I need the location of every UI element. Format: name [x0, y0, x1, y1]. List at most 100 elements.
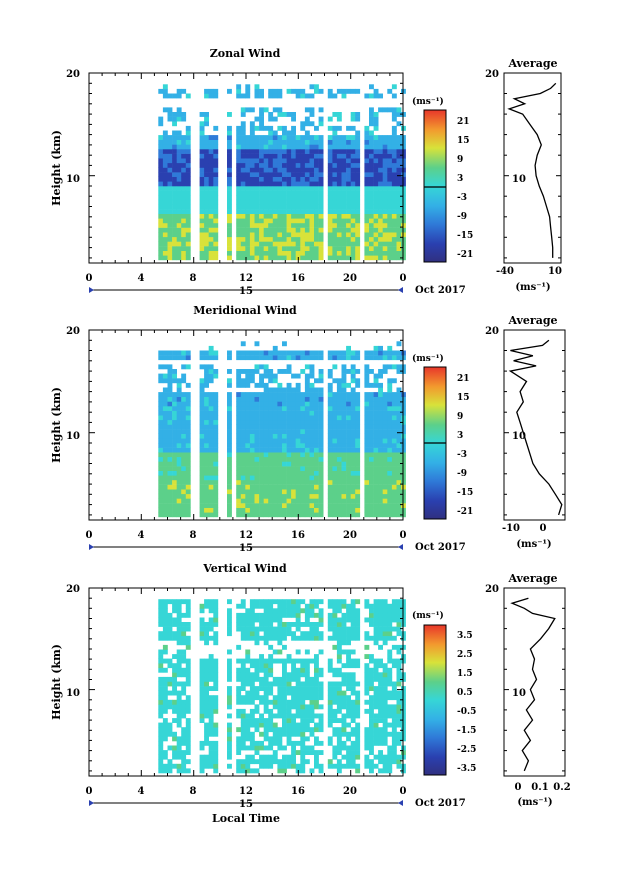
heatmap-cell — [167, 410, 173, 416]
heatmap-cell — [254, 190, 260, 196]
heatmap-cell — [227, 158, 232, 164]
heatmap-cell — [286, 447, 292, 453]
heatmap-cell — [369, 676, 374, 682]
heatmap-cell — [162, 153, 168, 159]
heatmap-cell — [341, 672, 347, 678]
heatmap-cell — [336, 419, 342, 425]
heatmap-cell — [254, 424, 260, 430]
heatmap-cell — [341, 181, 347, 187]
heatmap-cell — [332, 167, 338, 173]
heatmap-cell — [277, 218, 283, 224]
heatmap-cell — [350, 176, 356, 182]
heatmap-cell — [254, 658, 260, 664]
heatmap-cell — [208, 373, 214, 379]
heatmap-cell — [318, 236, 324, 242]
heatmap-cell — [332, 144, 338, 150]
heatmap-cell — [341, 153, 347, 159]
heatmap-cell — [286, 88, 292, 94]
heatmap-cell — [369, 176, 374, 182]
heatmap-cell — [378, 617, 383, 623]
heatmap-cell — [286, 364, 292, 370]
heatmap-cell — [300, 713, 306, 719]
heatmap-cell — [364, 617, 370, 623]
heatmap-cell — [245, 392, 251, 397]
heatmap-cell — [350, 763, 356, 769]
heatmap-cell — [176, 681, 182, 687]
heatmap-cell — [162, 503, 168, 508]
heatmap-cell — [369, 195, 374, 201]
heatmap-cell — [272, 433, 278, 439]
heatmap-cell — [204, 121, 209, 127]
heatmap-cell — [295, 622, 301, 627]
heatmap-cell — [199, 676, 205, 682]
heatmap-cell — [249, 745, 255, 751]
heatmap-cell — [327, 447, 333, 453]
heatmap-cell — [158, 135, 164, 140]
heatmap-cell — [391, 153, 397, 159]
heatmap-cell — [373, 350, 379, 356]
heatmap-cell — [176, 350, 182, 356]
heatmap-cell — [158, 754, 164, 760]
heatmap-cell — [314, 250, 319, 256]
heatmap-cell — [172, 153, 177, 159]
heatmap-cell — [158, 452, 164, 458]
heatmap-cell — [254, 250, 260, 256]
heatmap-cell — [286, 149, 292, 154]
heatmap-cell — [355, 681, 361, 687]
heatmap-cell — [204, 199, 209, 205]
heatmap-cell — [199, 396, 205, 402]
heatmap-cell — [172, 493, 177, 499]
heatmap-cell — [391, 355, 397, 361]
heatmap-cell — [277, 195, 283, 201]
heatmap-cell — [336, 631, 342, 637]
heatmap-cell — [355, 199, 361, 205]
heatmap-cell — [282, 599, 287, 605]
heatmap-cell — [227, 672, 232, 678]
heatmap-cell — [341, 135, 347, 140]
heatmap-cell — [378, 392, 383, 397]
heatmap-cell — [208, 396, 214, 402]
heatmap-cell — [199, 172, 205, 177]
heatmap-cell — [199, 713, 205, 719]
heatmap-cell — [382, 667, 388, 673]
heatmap-cell — [272, 209, 278, 214]
heatmap-cell — [245, 466, 251, 471]
heatmap-cell — [350, 635, 356, 641]
heatmap-cell — [309, 190, 315, 196]
heatmap-cell — [350, 713, 356, 719]
heatmap-cell — [176, 406, 182, 411]
heatmap-cell — [300, 750, 306, 755]
heatmap-cell — [162, 195, 168, 201]
heatmap-cell — [259, 498, 264, 504]
heatmap-cell — [158, 227, 164, 233]
heatmap-cell — [346, 493, 351, 499]
heatmap-cell — [314, 149, 319, 154]
heatmap-cell — [158, 246, 164, 251]
heatmap-cell — [181, 447, 187, 453]
heatmap-cell — [336, 227, 342, 233]
heatmap-cell — [391, 190, 397, 196]
heatmap-cell — [286, 470, 292, 476]
heatmap-cell — [254, 176, 260, 182]
heatmap-cell — [181, 373, 187, 379]
heatmap-cell — [204, 419, 209, 425]
heatmap-cell — [204, 93, 209, 99]
heatmap-cell — [336, 740, 342, 746]
heatmap-cell — [282, 498, 287, 504]
heatmap-cell — [176, 722, 182, 728]
heatmap-cell — [387, 241, 393, 247]
heatmap-cell — [172, 199, 177, 205]
heatmap-cell — [185, 512, 191, 518]
heatmap-cell — [268, 135, 274, 140]
heatmap-cell — [382, 498, 388, 504]
heatmap-cell — [300, 190, 306, 196]
heatmap-cell — [336, 484, 342, 490]
heatmap-cell — [355, 470, 361, 476]
heatmap-cell — [391, 195, 397, 201]
heatmap-cell — [204, 603, 209, 609]
heatmap-cell — [304, 635, 310, 641]
heatmap-cell — [332, 489, 338, 495]
heatmap-cell — [387, 438, 393, 444]
heatmap-cell — [245, 135, 251, 140]
heatmap-cell — [391, 759, 397, 765]
